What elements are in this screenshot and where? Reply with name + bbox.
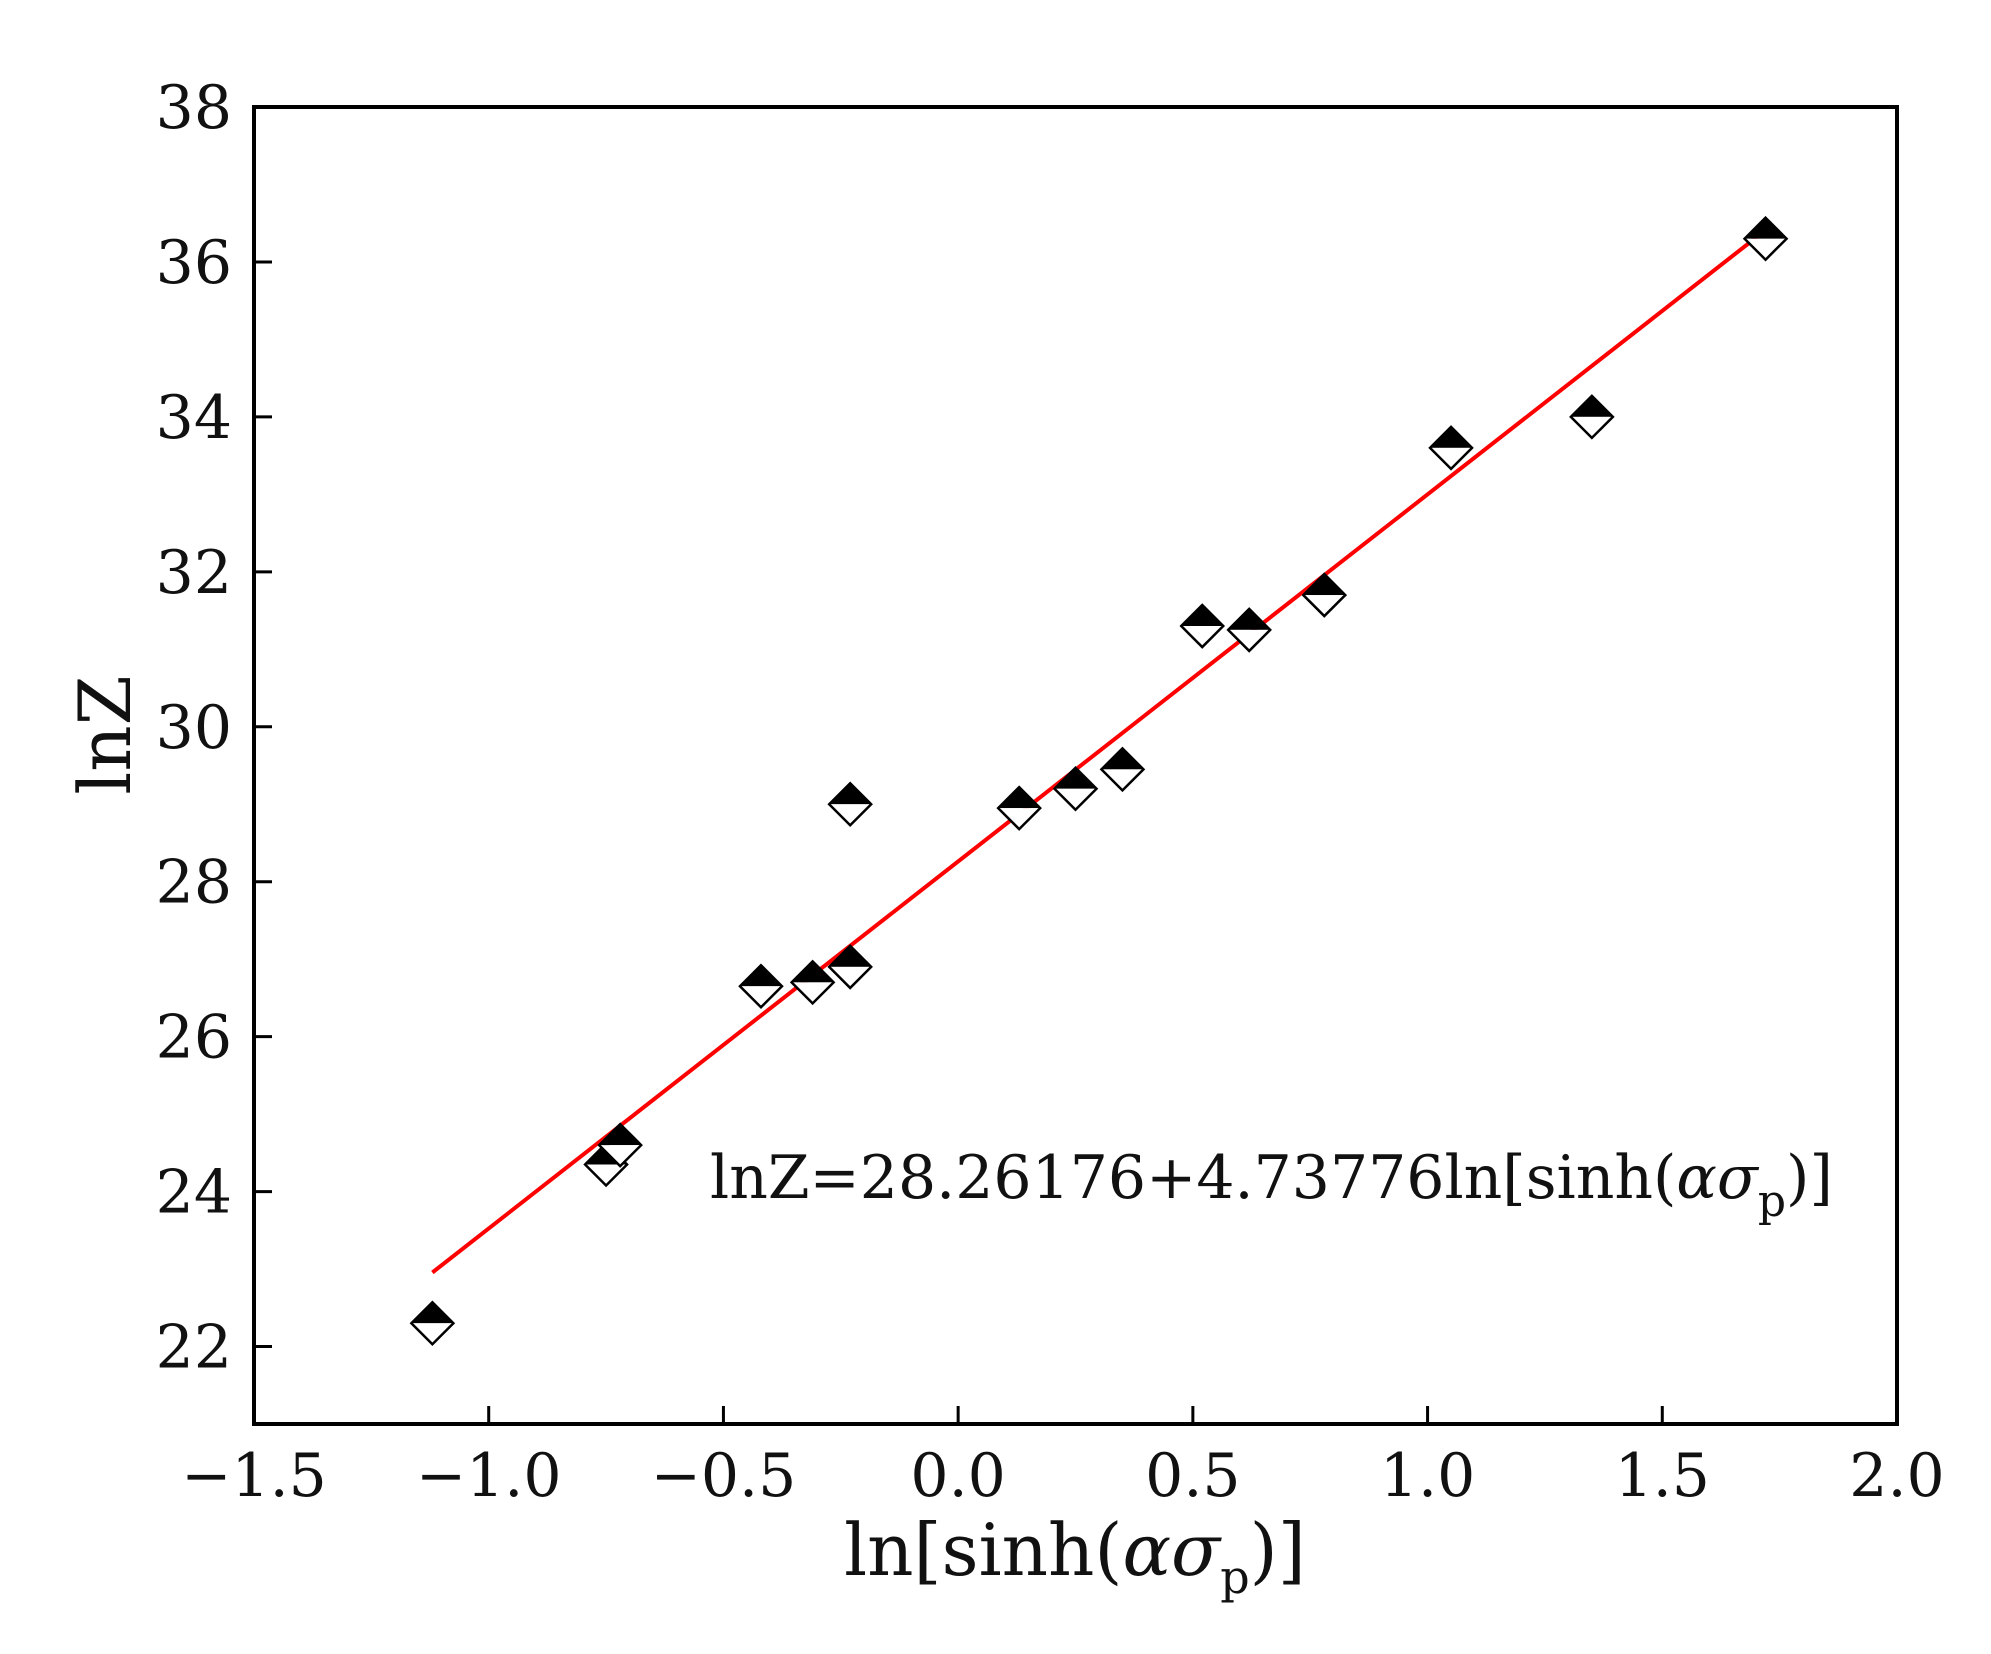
- data-point: [409, 1300, 456, 1347]
- data-point: [789, 959, 836, 1006]
- data-point: [1226, 607, 1272, 653]
- x-tick-label: 1.0: [1380, 1441, 1475, 1511]
- data-point: [1099, 746, 1146, 793]
- y-tick-label: 38: [156, 73, 232, 143]
- data-point: [827, 944, 873, 990]
- x-tick-label: 2.0: [1849, 1441, 1944, 1511]
- x-tick-label: −1.5: [181, 1441, 327, 1511]
- data-point: [1179, 603, 1226, 649]
- x-axis-label: ln[sinh(ασp)]: [844, 1508, 1306, 1604]
- data-point: [1569, 394, 1615, 440]
- plot-frame: [252, 105, 1899, 1426]
- y-axis-label: lnZ: [63, 675, 147, 794]
- data-point: [1428, 425, 1474, 471]
- x-tick-label: 1.5: [1615, 1441, 1710, 1511]
- x-tick-label: −0.5: [651, 1441, 797, 1511]
- y-tick-label: 22: [156, 1313, 232, 1383]
- y-axis-ticks: 22 24 26 28 30 32 34 36 38: [156, 73, 272, 1383]
- data-point: [1052, 765, 1099, 812]
- x-tick-label: −1.0: [416, 1441, 562, 1511]
- y-tick-label: 36: [156, 228, 232, 298]
- x-tick-label: 0.5: [1145, 1441, 1240, 1511]
- y-tick-label: 32: [156, 538, 232, 608]
- data-point: [996, 785, 1042, 831]
- fit-line: [431, 228, 1767, 1275]
- y-tick-label: 24: [156, 1158, 232, 1228]
- y-tick-label: 30: [156, 693, 232, 763]
- data-point: [1742, 215, 1789, 262]
- y-tick-label: 28: [156, 848, 232, 918]
- x-tick-label: 0.0: [910, 1441, 1005, 1511]
- fit-equation: lnZ=28.26176+4.73776ln[sinh(ασp)]: [710, 1143, 1833, 1227]
- data-points: [409, 215, 1789, 1347]
- data-point: [1301, 572, 1348, 618]
- data-point: [597, 1122, 643, 1168]
- y-tick-label: 26: [156, 1003, 232, 1073]
- data-point: [827, 781, 873, 828]
- data-point: [738, 963, 784, 1010]
- x-axis-ticks: −1.5 −1.0 −0.5 0.0 0.5 1.0 1.5 2.0: [181, 1406, 1945, 1511]
- y-tick-label: 34: [156, 383, 232, 453]
